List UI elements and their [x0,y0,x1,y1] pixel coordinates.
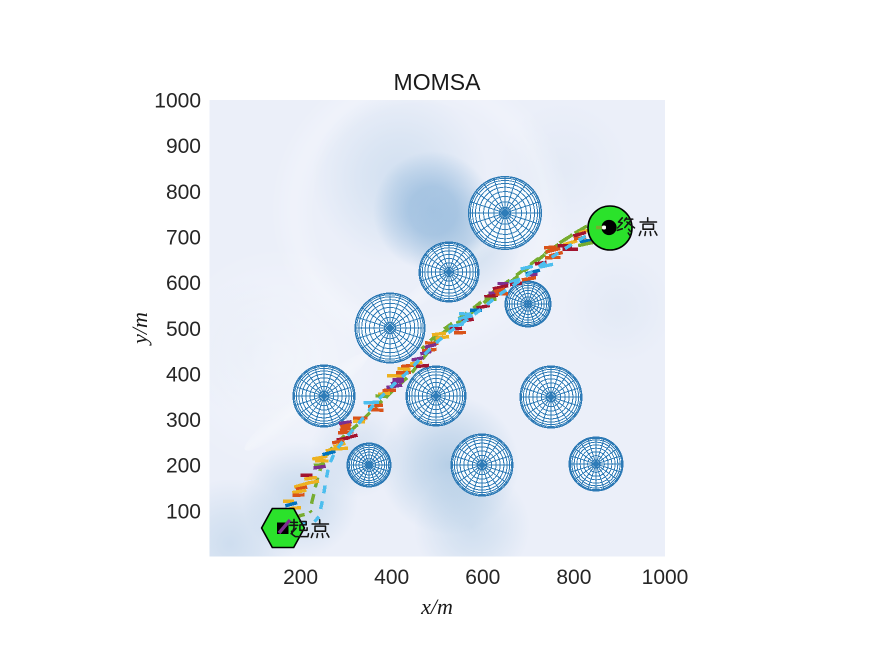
svg-text:600: 600 [465,566,500,589]
svg-text:600: 600 [166,272,201,295]
svg-text:900: 900 [166,135,201,158]
svg-text:y/m: y/m [127,312,152,346]
svg-text:800: 800 [556,566,591,589]
svg-text:800: 800 [166,181,201,204]
svg-text:200: 200 [283,566,318,589]
svg-text:1000: 1000 [642,566,689,589]
svg-text:300: 300 [166,409,201,432]
svg-text:x/m: x/m [420,594,453,619]
svg-text:200: 200 [166,455,201,478]
svg-text:MOMSA: MOMSA [394,69,482,95]
svg-text:500: 500 [166,318,201,341]
svg-text:1000: 1000 [154,90,201,113]
svg-text:400: 400 [166,363,201,386]
svg-text:400: 400 [374,566,409,589]
svg-text:700: 700 [166,226,201,249]
svg-text:100: 100 [166,500,201,523]
